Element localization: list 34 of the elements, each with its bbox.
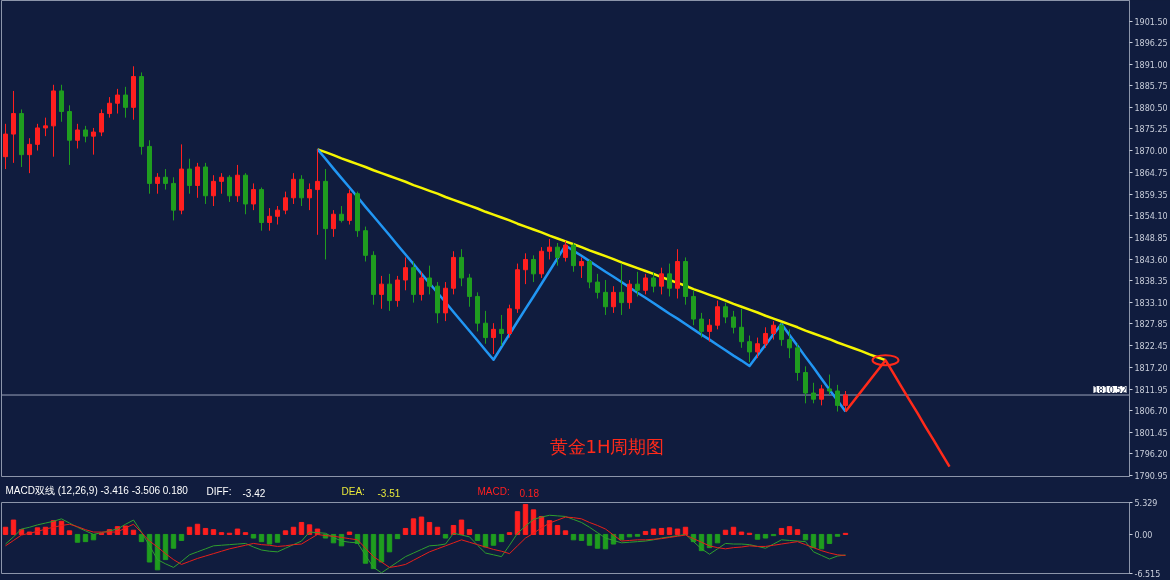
y-tick-label: 1838.35 (1134, 277, 1168, 287)
y-tick-label: 1801.45 (1134, 428, 1168, 438)
text: -3.42 (242, 487, 266, 499)
y-tick-label: 1790.95 (1134, 471, 1168, 481)
y-tick-label: 1901.50 (1134, 17, 1168, 27)
y-tick-label: 1885.75 (1134, 82, 1168, 92)
y-tick-label: 1891.00 (1134, 60, 1168, 70)
y-tick-label: 1854.10 (1134, 212, 1168, 222)
y-tick-label: 0.00 (1134, 530, 1153, 540)
text: DIFF: (206, 485, 232, 497)
y-tick-label: 1817.20 (1134, 364, 1168, 374)
y-tick-label: 1806.70 (1134, 407, 1168, 417)
y-tick-label: 1875.25 (1134, 125, 1168, 135)
text: DEA: (341, 485, 365, 497)
y-tick-label: 5.329 (1134, 499, 1158, 508)
y-tick-label: 1859.35 (1134, 190, 1168, 200)
y-tick-label: 1843.60 (1134, 255, 1168, 265)
y-tick-label: 1827.85 (1134, 320, 1168, 330)
y-tick-label: -6.515 (1134, 570, 1161, 579)
y-tick-label: 1811.95 (1134, 385, 1168, 395)
ref-line-label: 1810.52 (1093, 386, 1127, 396)
y-tick-label: 1896.25 (1134, 39, 1168, 49)
y-tick-label: 1870.00 (1134, 147, 1168, 157)
y-tick-label: 1864.75 (1134, 168, 1168, 178)
text: MACD: (477, 485, 510, 497)
text: -3.51 (377, 487, 401, 499)
annotation: 黄金1H周期图 (549, 435, 665, 457)
text: MACD双线 (12,26,9) -3.416 -3.506 0.180 (5, 484, 189, 496)
y-tick-label: 1880.50 (1134, 103, 1168, 113)
y-tick-label: 1822.45 (1134, 342, 1168, 352)
text: 0.18 (519, 487, 540, 499)
y-tick-label: 1848.85 (1134, 233, 1168, 243)
y-tick-label: 1833.10 (1134, 298, 1168, 308)
y-tick-label: 1796.20 (1134, 450, 1168, 460)
